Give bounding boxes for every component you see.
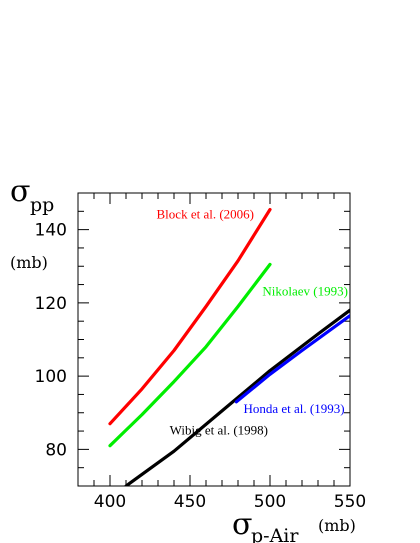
ticks: 400 450 500 550 80 100 120 140 — [35, 192, 366, 512]
series-label: Wibig et al. (1998) — [170, 423, 268, 438]
x-tick-label: 450 — [174, 492, 206, 512]
series-label: Block et al. (2006) — [157, 207, 254, 222]
series-line — [108, 262, 272, 448]
x-tick-label: 550 — [334, 492, 366, 512]
y-axis-subscript: pp — [30, 194, 54, 216]
series-line — [124, 308, 350, 486]
y-axis-symbol: σ — [10, 174, 30, 209]
series-line — [234, 314, 350, 404]
series-line — [108, 207, 272, 426]
y-tick-label: 120 — [35, 294, 67, 314]
series-lines — [108, 207, 350, 486]
x-axis-unit: (mb) — [318, 516, 356, 535]
y-tick-label: 140 — [35, 221, 67, 241]
series-annotations: Block et al. (2006) Nikolaev (1993) Wibig … — [157, 207, 348, 438]
x-tick-label: 400 — [94, 492, 126, 512]
x-axis-subscript: p-Air — [251, 525, 299, 543]
x-axis-symbol: σ — [232, 507, 252, 542]
x-tick-label: 500 — [254, 492, 286, 512]
y-tick-label: 80 — [45, 440, 67, 460]
series-label: Nikolaev (1993) — [262, 284, 348, 299]
y-axis-unit: (mb) — [10, 253, 48, 272]
y-axis-title: σ pp (mb) — [10, 174, 54, 272]
series-label: Honda et al. (1993) — [243, 401, 344, 416]
y-tick-label: 100 — [35, 367, 67, 387]
x-axis-title: σ p-Air (mb) — [232, 507, 356, 543]
